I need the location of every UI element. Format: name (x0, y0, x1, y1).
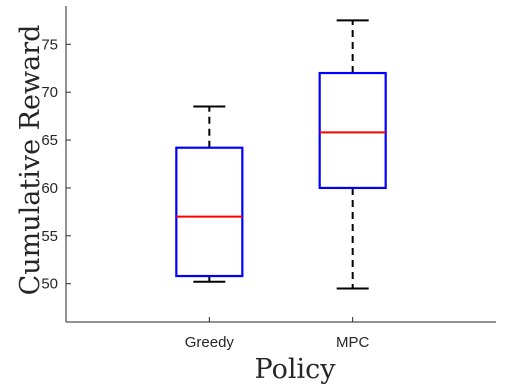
x-tick-label: Greedy (185, 334, 235, 351)
x-tick-label: MPC (336, 334, 370, 351)
box-greedy (175, 105, 244, 283)
box-body (175, 146, 244, 278)
y-axis-title: Cumulative Reward (15, 25, 46, 296)
x-axis-title: Policy (255, 354, 337, 385)
y-axis: 50 55 60 65 70 75 (41, 36, 71, 293)
box-mpc (318, 19, 387, 290)
x-axis: Greedy MPC (185, 317, 370, 351)
y-tick-label: 60 (41, 180, 58, 197)
box-series (175, 19, 387, 290)
box-body (318, 71, 387, 190)
y-tick-label: 75 (41, 36, 58, 53)
y-tick-label: 50 (41, 276, 58, 293)
y-tick-label: 55 (41, 228, 58, 245)
y-tick-label: 65 (41, 132, 58, 149)
y-tick-label: 70 (41, 84, 58, 101)
plot-area (65, 6, 496, 323)
